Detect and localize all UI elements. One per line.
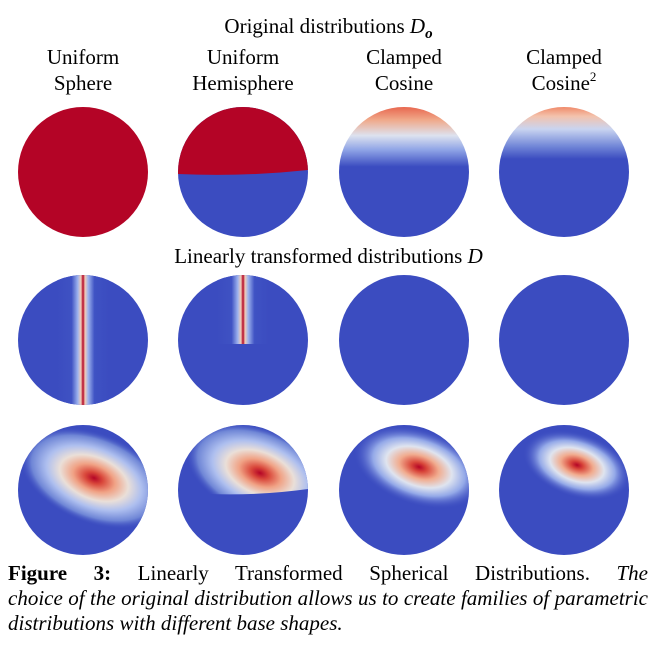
original-heading-text: Original distributions: [224, 14, 410, 38]
sphere-sheared-uniform-sphere: [18, 425, 148, 555]
original-distributions-heading: Original distributions Do: [0, 14, 657, 46]
column-label-line1: Clamped: [366, 45, 442, 69]
column-label-line1: Clamped: [526, 45, 602, 69]
sphere-clamped-cosine: [339, 107, 469, 237]
caption-body: choice of the original distribution allo…: [8, 586, 648, 636]
caption-italic-lead: The: [616, 561, 649, 585]
column-label-line2: Sphere: [53, 71, 113, 95]
sphere-transformed-clamped-cosine-squared-spike: [499, 275, 629, 405]
column-label-line2: Cosine: [374, 71, 434, 95]
column-label-clamped-cosine: Clamped Cosine: [329, 44, 479, 96]
sphere-sheared-clamped-cosine: [339, 425, 469, 555]
transformed-heading-symbol: D: [467, 244, 483, 268]
original-heading-subscript: o: [425, 26, 433, 43]
transformed-heading-text: Linearly transformed distributions: [174, 244, 468, 268]
sphere-sheared-uniform-hemisphere: [178, 425, 308, 555]
column-label-uniform-sphere: Uniform Sphere: [8, 44, 158, 96]
sphere-clamped-cosine-squared: [499, 107, 629, 237]
sphere-transformed-clamped-cosine-spike: [339, 275, 469, 405]
sphere-sheared-clamped-cosine-squared: [499, 425, 629, 555]
column-label-line1: Uniform: [206, 45, 280, 69]
column-label-line2: Hemisphere: [192, 71, 294, 95]
sphere-uniform-hemisphere: [178, 107, 308, 237]
sphere-transformed-uniform-sphere-band: [18, 275, 148, 405]
column-label-uniform-hemisphere: Uniform Hemisphere: [168, 44, 318, 96]
caption-italic-text: choice of the original distribution allo…: [8, 586, 648, 635]
superscript-two: 2: [589, 69, 597, 84]
caption-label: Figure 3:: [8, 561, 112, 585]
transformed-distributions-heading: Linearly transformed distributions D: [0, 244, 657, 268]
column-label-clamped-cosine-squared: Clamped Cosine2: [489, 44, 639, 96]
figure-caption: Figure 3: Linearly Transformed Spherical…: [8, 561, 648, 636]
sphere-uniform-sphere: [18, 107, 148, 237]
caption-title: Linearly Transformed Spherical Distribut…: [137, 561, 590, 585]
column-label-line2: Cosine2: [531, 69, 597, 95]
original-heading-symbol: D: [409, 14, 426, 38]
sphere-transformed-uniform-hemisphere-band: [178, 275, 308, 405]
column-label-line1: Uniform: [46, 45, 120, 69]
caption-first-line: Figure 3: Linearly Transformed Spherical…: [8, 561, 648, 586]
